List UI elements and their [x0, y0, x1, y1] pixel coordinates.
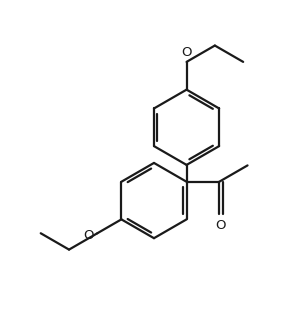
Text: O: O [83, 229, 93, 242]
Text: O: O [216, 219, 226, 232]
Text: O: O [181, 46, 192, 59]
